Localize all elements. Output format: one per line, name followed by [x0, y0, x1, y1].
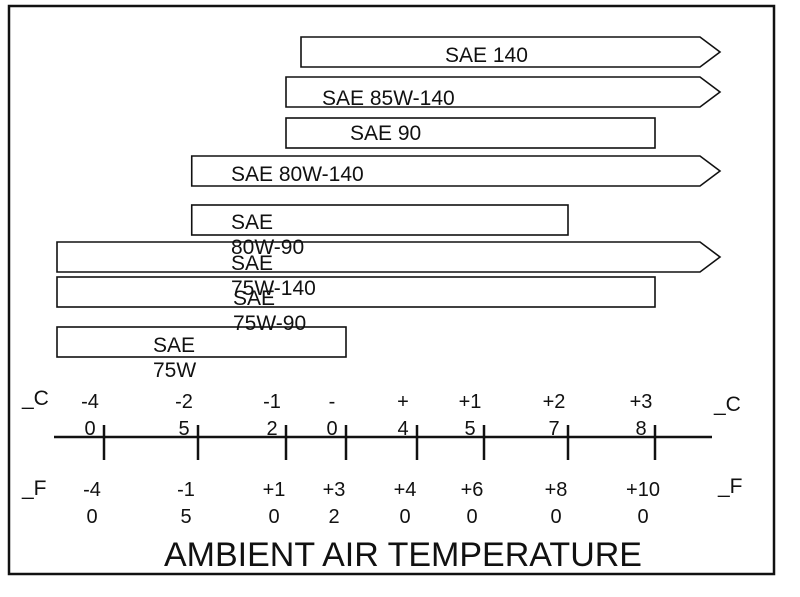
- celsius-tick-label: -2 5: [175, 391, 193, 440]
- fahrenheit-unit-label: _F: [21, 477, 47, 500]
- fahrenheit-unit-label-right: _F: [717, 475, 743, 498]
- celsius-unit-label: _C: [21, 387, 49, 410]
- celsius-tick-label: +4: [397, 391, 409, 440]
- fahrenheit-tick-label: +4 0: [394, 479, 417, 528]
- fahrenheit-tick-label: +10 0: [626, 479, 660, 528]
- grade-bar: [56, 276, 656, 308]
- celsius-tick-label: +2 7: [543, 391, 566, 440]
- fahrenheit-tick-label: +6 0: [461, 479, 484, 528]
- grade-label: SAE 80W-140: [231, 163, 364, 186]
- grade-label: SAE 75W: [153, 334, 196, 382]
- grade-label: SAE 75W-90: [233, 287, 306, 335]
- celsius-tick-label: -4 0: [81, 391, 99, 440]
- celsius-tick-label: +1 5: [459, 391, 482, 440]
- grade-bar: [190, 204, 569, 236]
- celsius-tick-label: -1 2: [263, 391, 281, 440]
- grade-bar: [56, 241, 722, 273]
- celsius-unit-label-right: _C: [713, 393, 741, 416]
- fahrenheit-tick-label: -1 5: [177, 479, 195, 528]
- grade-label: SAE 85W-140: [322, 87, 455, 110]
- grade-bar: [190, 155, 722, 187]
- grade-label: SAE 140: [445, 44, 528, 67]
- grade-label: SAE 75W-140: [231, 252, 316, 300]
- grade-bar: [300, 36, 722, 68]
- grade-label: SAE 90: [350, 122, 421, 145]
- celsius-tick-label: +3 8: [630, 391, 653, 440]
- chart-frame: [7, 4, 776, 576]
- fahrenheit-tick-label: +3 2: [323, 479, 346, 528]
- celsius-tick-label: -0: [326, 391, 337, 440]
- fahrenheit-tick-label: +8 0: [545, 479, 568, 528]
- grade-bar: [285, 117, 656, 149]
- grade-bar: [56, 326, 347, 358]
- axis-title: AMBIENT AIR TEMPERATURE: [164, 536, 642, 574]
- grade-bar: [285, 76, 722, 108]
- fahrenheit-tick-label: -4 0: [83, 479, 101, 528]
- fahrenheit-tick-label: +1 0: [263, 479, 286, 528]
- temperature-axis: -4 0 -4 0 -2 5 -1 5 -1 2 +1 0 -0 +3 2 + 4 +4 0 +1 5 +6 0 +2 7 +8 0…: [54, 391, 712, 528]
